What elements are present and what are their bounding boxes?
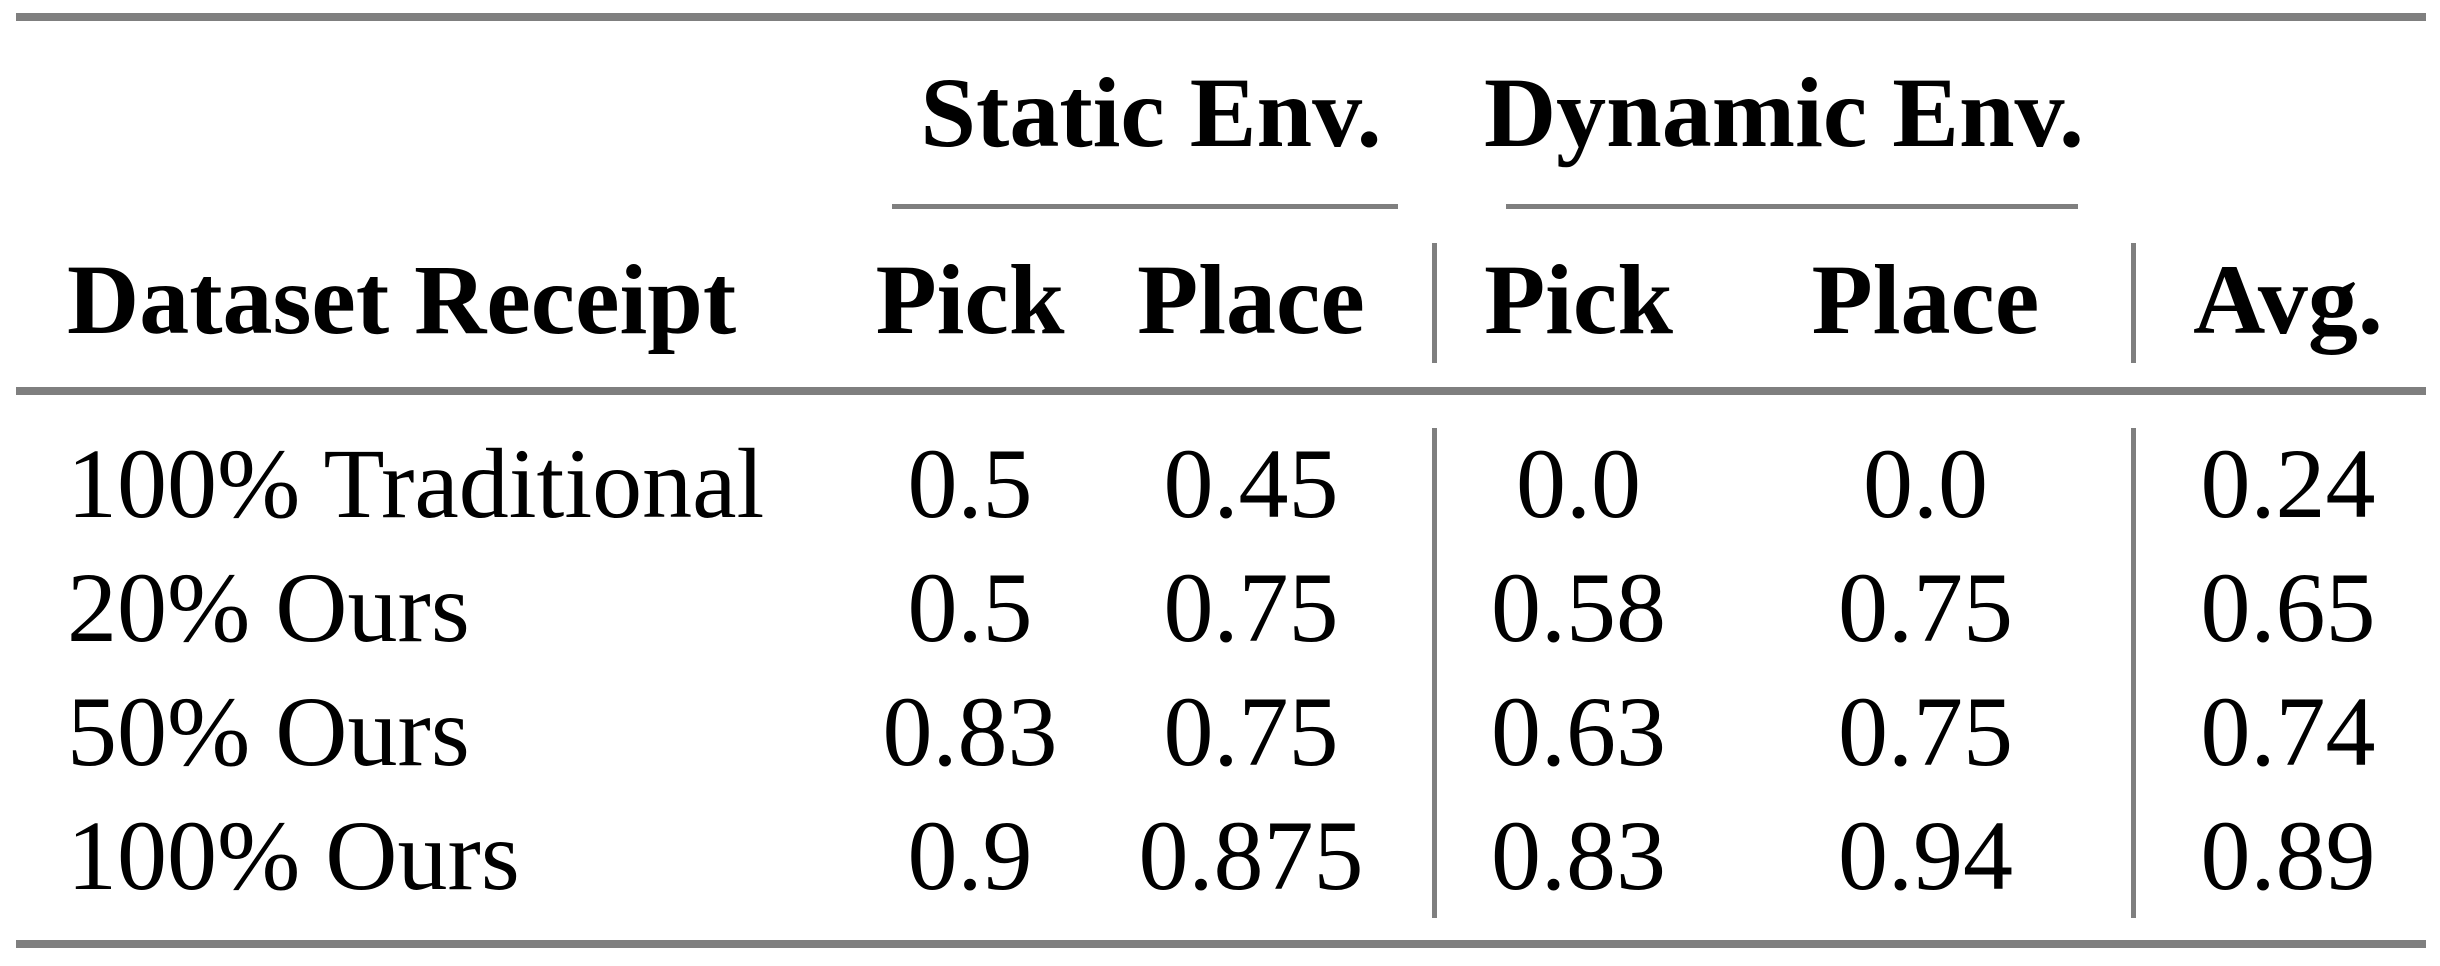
header-static-place: Place	[1137, 244, 1365, 355]
cell-static-pick: 0.83	[882, 675, 1058, 787]
header-avg: Avg.	[2193, 244, 2383, 355]
row-label: 50% Ours	[67, 675, 470, 787]
cell-avg: 0.74	[2200, 675, 2376, 787]
header-column-separator-1	[1432, 243, 1437, 363]
header-dataset-receipt: Dataset Receipt	[67, 244, 737, 355]
row-label: 100% Ours	[67, 799, 520, 911]
cell-dynamic-place: 0.0	[1863, 427, 1988, 539]
cell-dynamic-place: 0.94	[1838, 799, 2013, 911]
cell-static-place: 0.75	[1163, 551, 1339, 663]
header-dynamic-place: Place	[1811, 244, 2040, 355]
column-group-static-env: Static Env.	[920, 57, 1382, 168]
cell-static-place: 0.45	[1163, 427, 1339, 539]
cell-dynamic-place: 0.75	[1838, 675, 2013, 787]
header-column-separator-2	[2131, 243, 2136, 363]
table-header-rule	[16, 387, 2426, 395]
body-column-separator-1	[1432, 428, 1437, 918]
cell-static-place: 0.75	[1163, 675, 1339, 787]
table-body: 100% Traditional 0.5 0.45 0.0 0.0 0.24 2…	[0, 421, 2440, 917]
row-label: 20% Ours	[67, 551, 470, 663]
column-group-dynamic-env: Dynamic Env.	[1483, 57, 2085, 168]
cell-static-pick: 0.9	[907, 799, 1033, 911]
table-top-rule	[16, 13, 2426, 21]
cell-static-place: 0.875	[1138, 799, 1364, 911]
cell-dynamic-pick: 0.0	[1516, 427, 1641, 539]
table-header-row: Dataset Receipt Pick Place Pick Place Av…	[0, 242, 2440, 355]
cell-avg: 0.24	[2200, 427, 2376, 539]
cell-dynamic-place: 0.75	[1838, 551, 2013, 663]
cell-avg: 0.65	[2200, 551, 2376, 663]
row-label: 100% Traditional	[67, 427, 765, 539]
body-column-separator-2	[2131, 428, 2136, 918]
static-env-underline-rule	[892, 204, 1398, 209]
cell-dynamic-pick: 0.63	[1491, 675, 1666, 787]
header-static-pick: Pick	[875, 244, 1065, 355]
table-bottom-rule	[16, 940, 2426, 948]
header-dynamic-pick: Pick	[1484, 244, 1673, 355]
cell-static-pick: 0.5	[907, 551, 1033, 663]
cell-avg: 0.89	[2200, 799, 2376, 911]
cell-static-pick: 0.5	[907, 427, 1033, 539]
dynamic-env-underline-rule	[1506, 204, 2078, 209]
cell-dynamic-pick: 0.58	[1491, 551, 1666, 663]
cell-dynamic-pick: 0.83	[1491, 799, 1666, 911]
